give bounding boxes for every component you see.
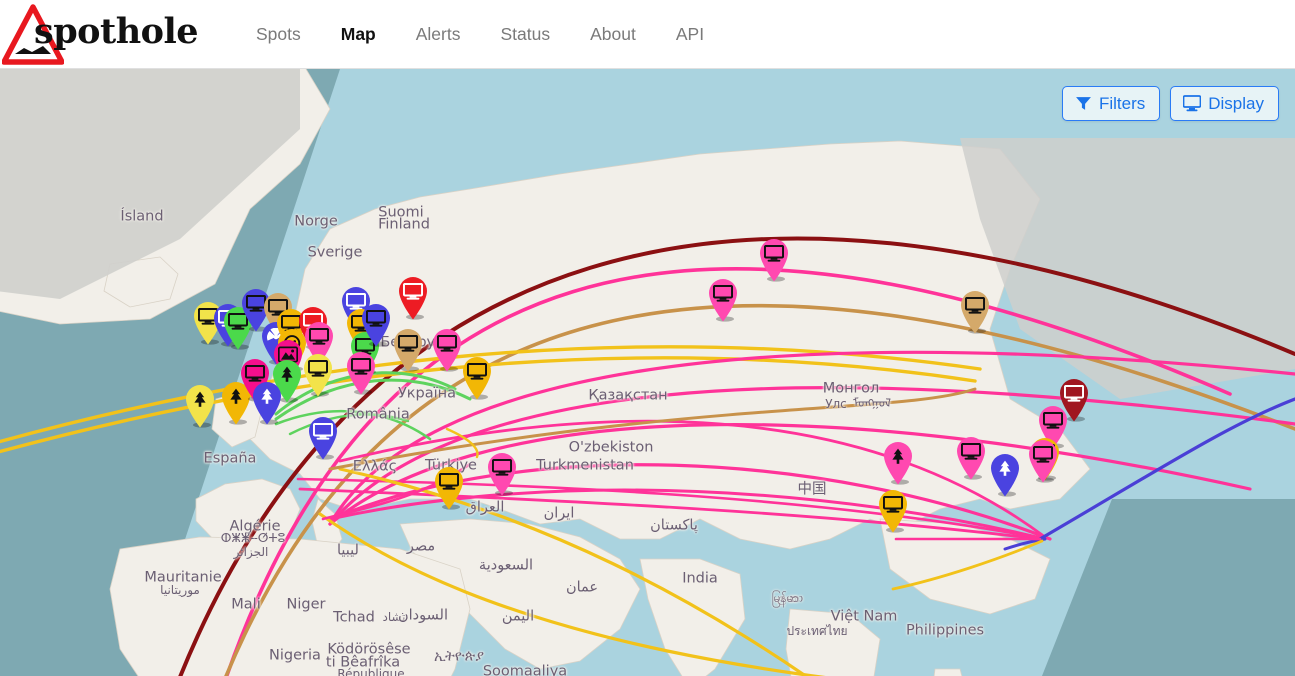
landmass-10 [785,608,881,676]
flight-arc-2 [224,303,1295,676]
flight-arc-20 [1038,397,1295,541]
flight-arc-11 [338,419,1047,539]
marker-pin [433,329,461,372]
map-marker[interactable] [430,326,464,372]
landmass-7 [109,536,471,676]
warning-triangle-pothole-icon [2,3,64,65]
flight-arc-17 [318,512,826,676]
map-marker[interactable] [1057,376,1091,422]
flight-arc-21 [1003,537,1047,551]
funnel-icon [1075,95,1092,112]
marker-pin [399,277,427,320]
map-marker[interactable] [954,434,988,480]
flight-arc-9 [328,488,1047,541]
display-button-label: Display [1208,94,1264,113]
map-geometry [0,69,1295,676]
nav-item-alerts[interactable]: Alerts [415,23,461,44]
flight-arc-18 [338,467,809,676]
marker-pin [1029,440,1057,483]
brand-text: spothole [34,10,199,52]
map-marker[interactable] [881,439,915,485]
flight-arc-0 [178,236,1295,676]
marker-pin [488,453,516,496]
flight-arc-16 [288,413,410,436]
landmass-1 [103,256,179,308]
flight-arc-5 [328,350,1295,526]
map-marker[interactable] [485,450,519,496]
flight-arc-25 [891,539,1044,591]
flight-arc-23 [445,427,479,459]
map-marker[interactable] [391,326,425,372]
map-marker[interactable] [706,276,740,322]
landmass-11 [879,518,1051,615]
map-marker[interactable] [359,301,393,347]
flight-arc-10 [298,487,1042,541]
flight-arc-layer [0,236,1295,676]
marker-pin [760,239,788,282]
map-canvas[interactable]: Kalaallit NunaatÍslandNorgeSuomiFinlandS… [0,69,1295,676]
map-controls: Filters Display [1061,86,1279,121]
marker-pin [394,329,422,372]
map-marker[interactable] [344,349,378,395]
marker-pin [362,304,390,347]
marker-pin [463,357,491,400]
land-tile-grey-greenland [0,69,300,299]
flight-arc-1 [224,267,1232,676]
brand-logo[interactable]: spothole [0,0,200,69]
nav-item-map[interactable]: Map [340,23,376,44]
landmass-9 [639,558,746,676]
marker-pin [957,437,985,480]
flight-arc-14 [274,378,472,421]
map-marker[interactable] [1026,437,1060,483]
map-marker[interactable] [876,487,910,533]
filters-button-label: Filters [1098,94,1146,113]
marker-pin [435,467,463,510]
marker-pin [879,490,907,533]
nav-item-status[interactable]: Status [500,23,551,44]
flight-arc-4 [0,356,977,454]
site-header: spothole Spots Map Alerts Status About A… [0,0,1295,69]
marker-pin [961,291,989,334]
marker-pin [186,385,214,428]
marker-pin [253,382,281,425]
map-marker[interactable] [460,354,494,400]
map-marker[interactable] [432,464,466,510]
flight-arc-7 [328,422,1252,526]
landmass-12 [933,668,963,676]
flight-arc-15 [274,409,432,441]
map-marker[interactable] [988,451,1022,497]
map-marker[interactable] [396,274,430,320]
marker-pin [347,352,375,395]
marker-pin [304,354,332,397]
nav-item-api[interactable]: API [675,23,705,44]
map-marker[interactable] [757,236,791,282]
marker-pin [309,417,337,460]
map-marker[interactable] [250,379,284,425]
flight-arc-19 [328,387,977,471]
nav-item-about[interactable]: About [590,23,636,44]
main-nav: Spots Map Alerts Status About API [236,18,724,51]
display-button[interactable]: Display [1170,86,1279,121]
marker-pin [884,442,912,485]
monitor-icon [1183,95,1202,112]
marker-pin [709,279,737,322]
map-marker[interactable] [306,414,340,460]
map-marker[interactable] [301,351,335,397]
land-layer [0,69,1295,676]
map-marker[interactable] [221,304,255,350]
filters-button[interactable]: Filters [1061,86,1161,121]
land-tile-grey-ne [960,138,1295,399]
map-marker[interactable] [183,382,217,428]
map-marker[interactable] [958,288,992,334]
marker-pin [1060,379,1088,422]
nav-item-spots[interactable]: Spots [256,23,301,44]
marker-pin [991,454,1019,497]
